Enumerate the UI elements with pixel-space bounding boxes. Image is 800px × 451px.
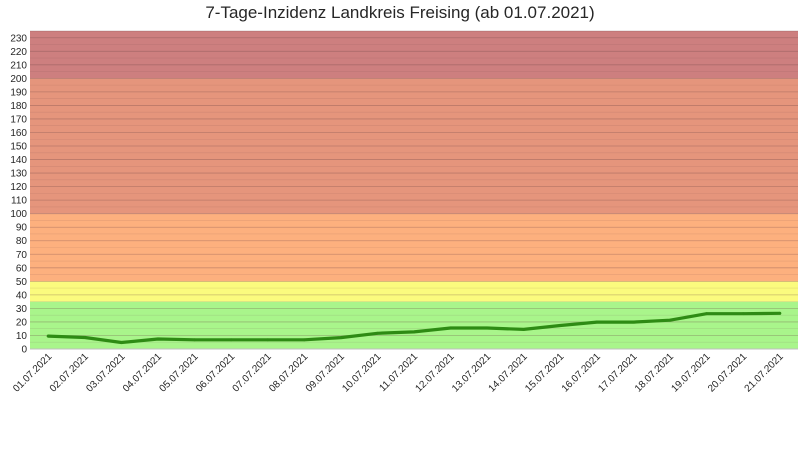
data-point-8 <box>339 336 343 340</box>
data-point-11 <box>449 326 452 330</box>
data-point-4 <box>193 338 196 342</box>
data-point-15 <box>595 320 599 324</box>
y-tick-label-120: 120 <box>10 182 27 193</box>
chart-title: 7-Tage-Inzidenz Landkreis Freising (ab 0… <box>205 3 595 22</box>
y-tick-label-230: 230 <box>10 33 27 44</box>
y-tick-label-20: 20 <box>16 317 28 328</box>
y-tick-label-60: 60 <box>16 263 28 274</box>
band-0 <box>30 301 798 349</box>
y-tick-label-50: 50 <box>16 277 28 288</box>
data-point-14 <box>558 324 562 327</box>
y-tick-label-150: 150 <box>10 142 27 153</box>
y-tick-label-0: 0 <box>21 345 27 356</box>
y-tick-label-80: 80 <box>16 236 28 247</box>
y-tick-label-40: 40 <box>16 290 28 301</box>
band-2 <box>30 213 798 282</box>
data-point-13 <box>522 327 526 331</box>
data-point-16 <box>632 320 635 324</box>
y-tick-label-210: 210 <box>10 60 27 71</box>
y-tick-label-100: 100 <box>10 209 27 220</box>
band-4 <box>30 31 798 79</box>
y-tick-label-70: 70 <box>16 250 28 261</box>
data-point-18 <box>705 312 708 316</box>
data-point-17 <box>668 318 672 322</box>
y-tick-label-220: 220 <box>10 47 27 58</box>
data-point-10 <box>412 330 416 334</box>
x-tick-label-9: 10.07.2021 <box>340 351 383 394</box>
data-point-12 <box>485 326 489 330</box>
x-tick-label-20: 21.07.2021 <box>743 351 786 394</box>
y-tick-label-170: 170 <box>10 114 27 125</box>
y-tick-label-90: 90 <box>16 223 28 234</box>
y-tick-label-130: 130 <box>10 169 27 180</box>
data-point-2 <box>120 341 123 344</box>
y-tick-label-140: 140 <box>10 155 27 166</box>
data-point-20 <box>778 311 782 315</box>
data-point-19 <box>741 312 745 316</box>
y-tick-label-10: 10 <box>16 331 28 342</box>
data-point-6 <box>266 338 270 342</box>
data-point-3 <box>156 337 160 341</box>
y-tick-label-200: 200 <box>10 74 27 85</box>
data-point-7 <box>302 338 306 342</box>
y-tick-label-110: 110 <box>11 196 27 207</box>
y-tick-label-160: 160 <box>10 128 27 139</box>
y-tick-label-190: 190 <box>10 87 27 98</box>
band-3 <box>30 78 798 214</box>
y-tick-label-180: 180 <box>10 101 27 112</box>
band-1 <box>30 281 798 302</box>
data-point-0 <box>46 334 50 338</box>
data-point-5 <box>229 338 233 342</box>
data-point-1 <box>83 336 87 339</box>
data-point-9 <box>376 331 379 335</box>
y-tick-label-30: 30 <box>16 304 28 315</box>
